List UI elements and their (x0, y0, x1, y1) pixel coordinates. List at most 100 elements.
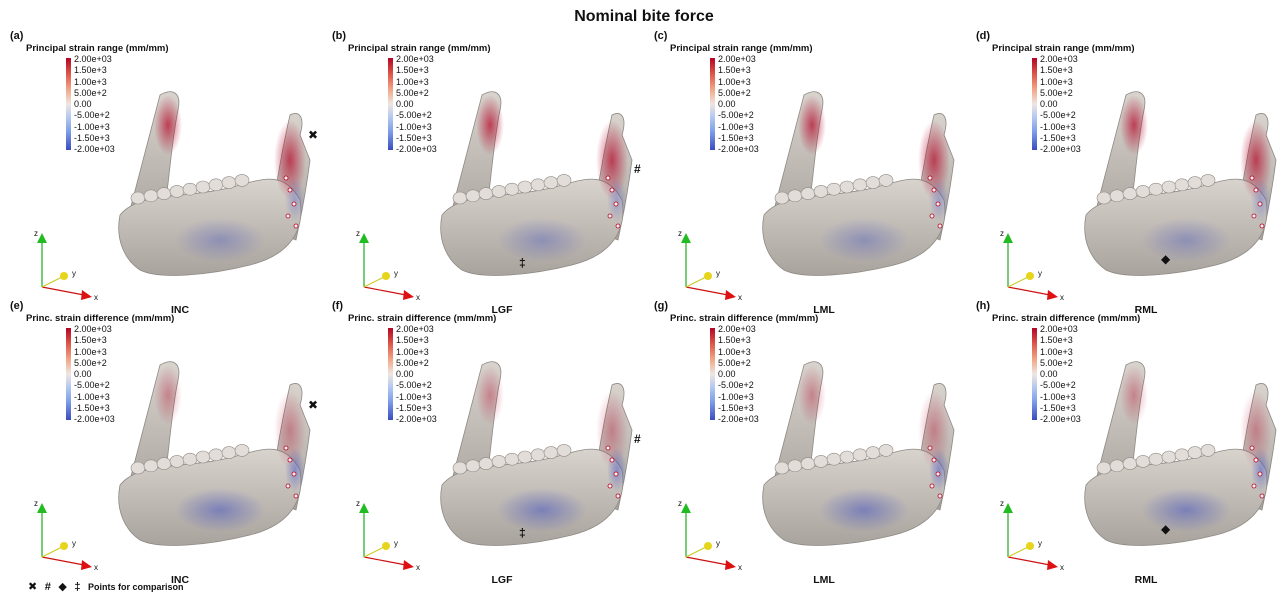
orientation-axes: z y x (30, 225, 100, 305)
colorbar-tick: 5.00e+2 (718, 87, 751, 98)
colorbar-tick: 2.00e+03 (718, 54, 756, 64)
colorbar-tick: -1.50e+3 (1040, 403, 1076, 414)
axis-label-z: z (678, 229, 682, 238)
axis-label-y: y (72, 539, 76, 548)
comparison-points-legend: ✖ # ◆ ‡ Points for comparison (28, 580, 184, 593)
colorbar (1032, 58, 1037, 150)
colorbar-tick: 1.00e+3 (1040, 76, 1073, 87)
double-dagger-marker-icon: ‡ (74, 581, 81, 593)
colorbar-tick: 5.00e+2 (74, 87, 107, 98)
colorbar-tick: -2.00e+03 (74, 414, 115, 425)
model-label: LML (813, 304, 835, 316)
colorbar-tick: 1.50e+3 (74, 65, 107, 76)
colorbar-tick: 1.50e+3 (1040, 65, 1073, 76)
panel-letter: (f) (332, 300, 343, 312)
model-label: LGF (491, 574, 513, 586)
orientation-axes: z y x (352, 495, 422, 575)
panel-h: (h) Princ. strain difference (mm/mm) 2.0… (966, 300, 1288, 586)
model-label: LML (813, 574, 835, 586)
axis-label-x: x (738, 293, 742, 302)
comparison-marker: # (634, 162, 641, 176)
colorbar (388, 58, 393, 150)
colorbar-tick: -1.00e+3 (718, 121, 754, 132)
axis-label-y: y (1038, 539, 1042, 548)
colorbar-tick: 2.00e+03 (1040, 54, 1078, 64)
axis-label-x: x (416, 293, 420, 302)
colorbar-tick: 2.00e+03 (1040, 324, 1078, 334)
model-label: INC (170, 574, 190, 586)
colorbar-tick: 5.00e+2 (74, 357, 107, 368)
panel-f: (f) Princ. strain difference (mm/mm) 2.0… (322, 300, 644, 586)
mandible-strain-map (1066, 80, 1288, 310)
axis-label-x: x (1060, 563, 1064, 572)
colorbar-tick: 5.00e+2 (1040, 357, 1073, 368)
colorbar-tick: 1.50e+3 (718, 65, 751, 76)
panel-b: (b) Principal strain range (mm/mm) 2.00e… (322, 30, 644, 316)
panel-d: (d) Principal strain range (mm/mm) 2.00e… (966, 30, 1288, 316)
panel-letter: (c) (654, 30, 668, 42)
mandible-strain-map (1066, 350, 1288, 580)
panel-letter: (b) (332, 30, 347, 42)
colorbar-tick: -1.00e+3 (74, 121, 110, 132)
colorbar-tick: 5.00e+2 (1040, 87, 1073, 98)
comparison-marker: ✖ (308, 128, 319, 142)
colorbar-tick: -2.00e+03 (396, 414, 437, 425)
colorbar-tick: -1.00e+3 (1040, 391, 1076, 402)
colorbar-ticks: 2.00e+03 1.50e+3 1.00e+3 5.00e+2 0.00 -5.00e+… (396, 324, 437, 426)
colorbar-ticks: 2.00e+03 1.50e+3 1.00e+3 5.00e+2 0.00 -5.00e+… (718, 54, 759, 156)
colorbar-tick: 2.00e+03 (396, 324, 434, 334)
colorbar-tick: 0.00 (74, 369, 92, 380)
colorbar-tick: 0.00 (396, 369, 414, 380)
axis-label-x: x (1060, 293, 1064, 302)
colorbar-tick: 1.00e+3 (396, 76, 429, 87)
colorbar (388, 328, 393, 420)
axis-label-x: x (416, 563, 420, 572)
axis-label-y: y (1038, 269, 1042, 278)
colorbar-tick: 1.50e+3 (396, 65, 429, 76)
comparison-marker: # (634, 432, 641, 446)
axis-label-y: y (394, 539, 398, 548)
colorbar-tick: -1.50e+3 (1040, 133, 1076, 144)
colorbar-ticks: 2.00e+03 1.50e+3 1.00e+3 5.00e+2 0.00 -5.00e+… (718, 324, 759, 426)
axis-label-y: y (72, 269, 76, 278)
colorbar-tick: -1.00e+3 (1040, 121, 1076, 132)
mandible-strain-map (422, 80, 662, 310)
colorbar-ticks: 2.00e+03 1.50e+3 1.00e+3 5.00e+2 0.00 -5.00e+… (74, 324, 115, 426)
axis-label-z: z (1000, 229, 1004, 238)
orientation-axes: z y x (674, 225, 744, 305)
axis-label-z: z (356, 499, 360, 508)
comparison-marker: ✖ (308, 398, 319, 412)
colorbar-tick: -5.00e+2 (1040, 110, 1076, 121)
comparison-marker-2: ‡ (519, 256, 526, 270)
colorbar-ticks: 2.00e+03 1.50e+3 1.00e+3 5.00e+2 0.00 -5.00e+… (74, 54, 115, 156)
mandible-strain-map (100, 80, 340, 310)
panel-letter: (e) (10, 300, 24, 312)
colorbar-tick: 5.00e+2 (396, 357, 429, 368)
colorbar-tick: 1.50e+3 (718, 335, 751, 346)
axis-label-y: y (394, 269, 398, 278)
axis-label-z: z (34, 229, 38, 238)
axis-label-y: y (716, 269, 720, 278)
colorbar-tick: 2.00e+03 (74, 324, 112, 334)
colorbar-tick: 0.00 (74, 99, 92, 110)
colorbar-tick: -5.00e+2 (718, 380, 754, 391)
colorbar-tick: -1.50e+3 (74, 403, 110, 414)
colorbar-tick: 2.00e+03 (396, 54, 434, 64)
panel-c: (c) Principal strain range (mm/mm) 2.00e… (644, 30, 966, 316)
colorbar-tick: -2.00e+03 (718, 414, 759, 425)
mandible-strain-map (744, 80, 984, 310)
colorbar-ticks: 2.00e+03 1.50e+3 1.00e+3 5.00e+2 0.00 -5.00e+… (1040, 54, 1081, 156)
colorbar-tick: -5.00e+2 (396, 110, 432, 121)
orientation-axes: z y x (996, 495, 1066, 575)
colorbar-tick: 1.00e+3 (74, 76, 107, 87)
colorbar-ticks: 2.00e+03 1.50e+3 1.00e+3 5.00e+2 0.00 -5.00e+… (396, 54, 437, 156)
panel-letter: (g) (654, 300, 669, 312)
orientation-axes: z y x (674, 495, 744, 575)
mandible-strain-map (422, 350, 662, 580)
panel-g: (g) Princ. strain difference (mm/mm) 2.0… (644, 300, 966, 586)
axis-label-z: z (1000, 499, 1004, 508)
colorbar-tick: 5.00e+2 (396, 87, 429, 98)
colorbar-tick: -2.00e+03 (396, 144, 437, 155)
legend-text: Points for comparison (88, 582, 184, 592)
colorbar-tick: 0.00 (396, 99, 414, 110)
